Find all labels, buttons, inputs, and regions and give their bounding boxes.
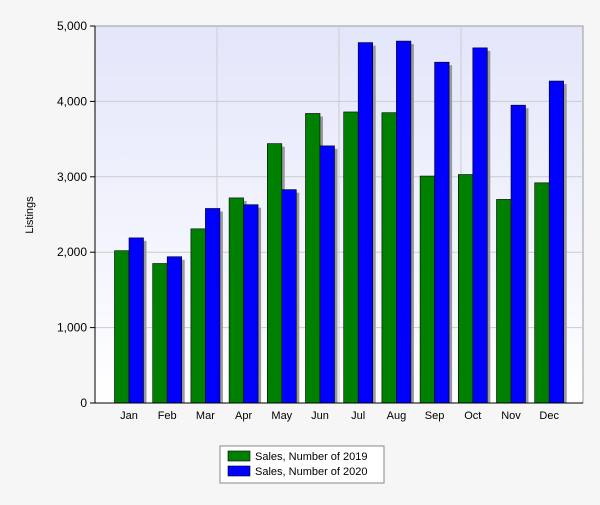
- x-tick-label: Feb: [158, 410, 177, 422]
- x-tick-label: Nov: [501, 410, 521, 422]
- bar-2020-oct: [472, 47, 488, 404]
- y-tick-label: 5,000: [57, 19, 87, 33]
- bar-2020-apr: [243, 204, 259, 404]
- bar-2020-dec: [548, 80, 565, 404]
- bar-2019-jan: [114, 250, 130, 404]
- x-tick-label: Jul: [351, 410, 365, 422]
- bar-2019-aug: [381, 112, 397, 404]
- legend: Sales, Number of 2019 Sales, Number of 20…: [219, 445, 385, 484]
- bar-2019-jun: [305, 113, 321, 404]
- bar-2019-apr: [228, 197, 244, 404]
- bar-2020-may: [281, 189, 297, 404]
- bar-2020-jul: [357, 42, 374, 404]
- bar-2019-mar: [190, 228, 206, 404]
- bar-2019-sep: [419, 175, 435, 404]
- x-tick-label: Apr: [235, 410, 252, 422]
- legend-swatch: [227, 465, 251, 477]
- bar-2020-nov: [510, 104, 526, 404]
- bar-2020-mar: [205, 208, 221, 404]
- x-tick-label: Aug: [387, 410, 407, 422]
- bar-2019-oct: [457, 174, 474, 404]
- axes: [90, 25, 583, 404]
- bar-2020-aug: [396, 40, 412, 404]
- legend-label: Sales, Number of 2020: [255, 466, 368, 478]
- x-tick-label: May: [271, 410, 292, 422]
- bar-2019-may: [266, 143, 283, 404]
- bar-2020-feb: [166, 256, 182, 404]
- legend-label: Sales, Number of 2019: [255, 451, 368, 463]
- x-tick-label: Oct: [464, 410, 481, 422]
- bar-2019-feb: [152, 263, 168, 404]
- y-tick-labels: 0 1,000 2,000 3,000 4,000 5,000: [57, 19, 87, 410]
- bar-2020-jan: [128, 237, 144, 404]
- x-tick-label: Jun: [311, 410, 329, 422]
- bar-2019-nov: [496, 199, 512, 404]
- y-tick-label: 0: [80, 396, 87, 410]
- x-tick-labels: Jan Feb Mar Apr May Jun Jul Aug Sep Oct Nov Dec: [120, 410, 559, 422]
- bar-2020-sep: [434, 61, 450, 404]
- bar-2020-jun: [319, 145, 335, 404]
- x-tick-label: Jan: [120, 410, 138, 422]
- x-tick-label: Dec: [539, 410, 559, 422]
- y-tick-label: 1,000: [57, 321, 87, 335]
- x-tick-label: Sep: [425, 410, 445, 422]
- y-tick-label: 4,000: [57, 94, 87, 108]
- y-tick-label: 3,000: [57, 170, 87, 184]
- bar-2019-jul: [343, 111, 359, 404]
- legend-swatch: [227, 450, 251, 462]
- x-tick-label: Mar: [196, 410, 215, 422]
- y-axis-label: Listings: [24, 196, 36, 234]
- bars: [114, 40, 567, 404]
- y-tick-label: 2,000: [57, 245, 87, 259]
- bar-2019-dec: [534, 182, 550, 404]
